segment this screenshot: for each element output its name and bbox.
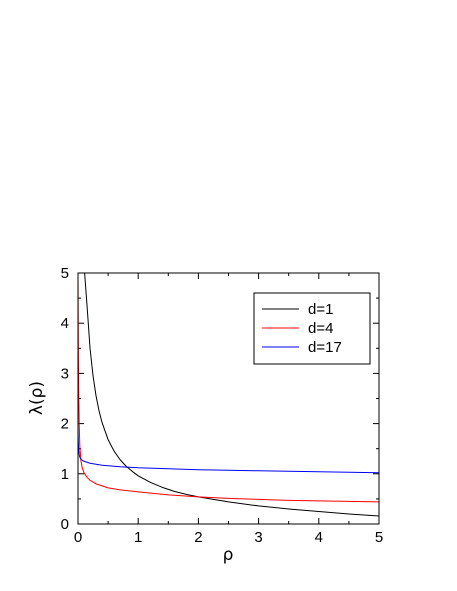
legend-label: d=17 <box>308 339 342 356</box>
y-axis-label: λ(ρ) <box>27 381 47 415</box>
x-axis-label: ρ <box>223 545 234 565</box>
x-tick-label: 1 <box>134 529 142 546</box>
series-line-d-4 <box>78 273 379 503</box>
x-tick-label: 2 <box>194 529 202 546</box>
legend-entries: d=1 d=4 d=17 <box>262 301 342 356</box>
plot-frame <box>77 272 380 525</box>
legend-label: d=1 <box>308 301 333 318</box>
y-tick-label: 5 <box>61 265 69 282</box>
x-tick-label: 0 <box>74 529 82 546</box>
y-tick-label: 0 <box>61 516 69 533</box>
y-tick-label: 3 <box>61 365 69 382</box>
series-line-d-1 <box>84 273 379 517</box>
x-tick-label: 5 <box>375 529 383 546</box>
y-tick-label: 2 <box>61 416 69 433</box>
series-lines <box>78 273 379 517</box>
legend: d=1 d=4 d=17 <box>253 292 371 365</box>
x-tick-label: 3 <box>254 529 262 546</box>
x-tick-label: 4 <box>315 529 323 546</box>
series-line-d-17 <box>78 426 379 474</box>
legend-label: d=4 <box>308 320 333 337</box>
tick-labels: 0 1 2 3 4 5 0 1 2 3 4 5 <box>61 265 384 546</box>
y-tick-label: 1 <box>61 466 69 483</box>
y-tick-label: 4 <box>61 315 69 332</box>
